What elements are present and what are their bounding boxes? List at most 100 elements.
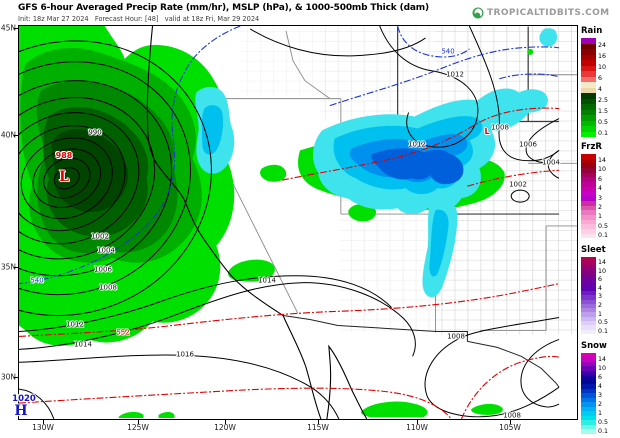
legend-color-cell — [581, 219, 596, 225]
lon-axis-label: 115W — [307, 423, 329, 432]
legend-color-cell — [581, 87, 596, 93]
legend-color-cell — [581, 60, 596, 66]
legend-color-cell — [581, 120, 596, 126]
legend-color-cell — [581, 38, 596, 44]
legend-color-cell — [581, 329, 596, 334]
legend-color-cell — [581, 104, 596, 110]
legend-color-cell — [581, 321, 596, 326]
lon-axis-tick — [417, 420, 418, 424]
legend-color-cell — [581, 282, 596, 287]
lat-axis-label: 40N — [0, 130, 16, 140]
lon-axis-label: 110W — [406, 423, 428, 432]
precip-type-legend: Rain 24 16 10 6 4 2.5 1.5 0.5 0.1 FrzR 14 10 6 4 3 2 1 0.5… — [581, 26, 620, 435]
legend-colorbar: 14 10 6 4 3 2 1 0.5 0.1 — [581, 256, 608, 335]
legend-tick-label: 14 — [598, 259, 607, 267]
legend-color-cell — [581, 290, 596, 296]
legend-color-cell — [581, 361, 596, 367]
legend-tick-label: 0.1 — [598, 327, 609, 335]
legend-tick-label: 6 — [598, 75, 603, 83]
legend-tick-label: 0.5 — [598, 222, 609, 230]
thickness-contours-blue — [19, 26, 560, 285]
legend-color-cell — [581, 265, 596, 270]
lon-axis-tick — [225, 420, 226, 424]
legend-color-cell — [581, 269, 596, 274]
legend-color-cell — [581, 224, 596, 229]
legend-color-cell — [581, 98, 596, 104]
legend-color-cell — [581, 278, 596, 283]
legend-color-cell — [581, 210, 596, 215]
legend-color-cell — [581, 397, 596, 403]
legend-section-title: Snow — [581, 340, 607, 351]
lon-axis-label: 130W — [32, 423, 54, 432]
legend-tick-label: 3 — [598, 293, 603, 301]
legend-tick-label: 2.5 — [598, 97, 609, 105]
legend-color-cell — [581, 420, 596, 425]
isobar-layer — [19, 26, 560, 419]
legend-color-cell — [581, 186, 596, 192]
legend-section-frzr: FrzR 14 10 6 4 3 2 1 0.5 0.1 — [581, 142, 620, 239]
legend-color-cell — [581, 357, 596, 362]
legend-color-cell — [581, 411, 596, 416]
legend-section-sleet: Sleet 14 10 6 4 3 2 1 0.5 0.1 — [581, 244, 620, 335]
legend-tick-label: 6 — [598, 373, 603, 381]
legend-color-cell — [581, 126, 596, 132]
coastline-layer — [146, 26, 560, 419]
model-run-subtitle: Init: 18z Mar 27 2024 Forecast Hour: [48… — [18, 14, 260, 23]
legend-color-cell — [581, 352, 596, 358]
legend-color-cell — [581, 260, 596, 266]
legend-colorbar: 14 10 6 4 3 2 1 0.5 0.1 — [581, 352, 608, 435]
legend-color-cell — [581, 196, 596, 201]
lon-axis-label: 120W — [214, 423, 236, 432]
legend-tick-label: 10 — [598, 364, 607, 372]
legend-color-cell — [581, 76, 596, 82]
legend-tick-label: 4 — [598, 284, 603, 292]
lon-axis-tick — [43, 420, 44, 424]
legend-color-cell — [581, 375, 596, 380]
legend-color-cell — [581, 299, 596, 304]
legend-color-cell — [581, 273, 596, 279]
legend-colorbar: 24 16 10 6 4 2.5 1.5 0.5 0.1 — [581, 38, 608, 137]
legend-color-cell — [581, 205, 596, 211]
legend-section-rain: Rain 24 16 10 6 4 2.5 1.5 0.5 0.1 — [581, 26, 620, 137]
legend-tick-label: 0.5 — [598, 418, 609, 426]
legend-color-cell — [581, 366, 596, 371]
legend-tick-label: 14 — [598, 355, 607, 363]
legend-color-cell — [581, 93, 596, 99]
legend-tick-label: 1 — [598, 409, 603, 417]
legend-tick-label: 0.1 — [598, 232, 609, 240]
legend-tick-label: 0.5 — [598, 319, 609, 327]
legend-section-title: Sleet — [581, 244, 606, 255]
legend-color-cell — [581, 131, 596, 137]
legend-tick-label: 2 — [598, 204, 603, 212]
legend-color-cell — [581, 393, 596, 398]
legend-tick-label: 0.5 — [598, 119, 609, 127]
legend-color-cell — [581, 65, 596, 71]
legend-colorbar: 14 10 6 4 3 2 1 0.5 0.1 — [581, 154, 608, 239]
legend-color-cell — [581, 233, 596, 239]
legend-color-cell — [581, 308, 596, 313]
legend-color-cell — [581, 177, 596, 183]
legend-color-cell — [581, 312, 596, 317]
site-watermark: TROPICALTIDBITS.COM — [472, 7, 610, 19]
legend-color-cell — [581, 54, 596, 60]
lon-axis-tick — [138, 420, 139, 424]
legend-color-cell — [581, 71, 596, 77]
lat-axis-label: 30N — [0, 372, 16, 382]
legend-section-title: Rain — [581, 26, 603, 36]
legend-section-title: FrzR — [581, 142, 602, 152]
legend-tick-label: 3 — [598, 391, 603, 399]
legend-tick-label: 1 — [598, 213, 603, 221]
legend-color-cell — [581, 158, 596, 164]
legend-color-cell — [581, 49, 596, 55]
legend-color-cell — [581, 154, 596, 159]
legend-color-cell — [581, 115, 596, 121]
legend-tick-label: 4 — [598, 86, 603, 94]
legend-color-cell — [581, 286, 596, 291]
legend-color-cell — [581, 109, 596, 115]
snow-precip-layer — [195, 28, 558, 298]
legend-color-cell — [581, 325, 596, 330]
map-canvas — [18, 25, 578, 420]
legend-tick-label: 10 — [598, 267, 607, 275]
legend-color-cell — [581, 402, 596, 407]
